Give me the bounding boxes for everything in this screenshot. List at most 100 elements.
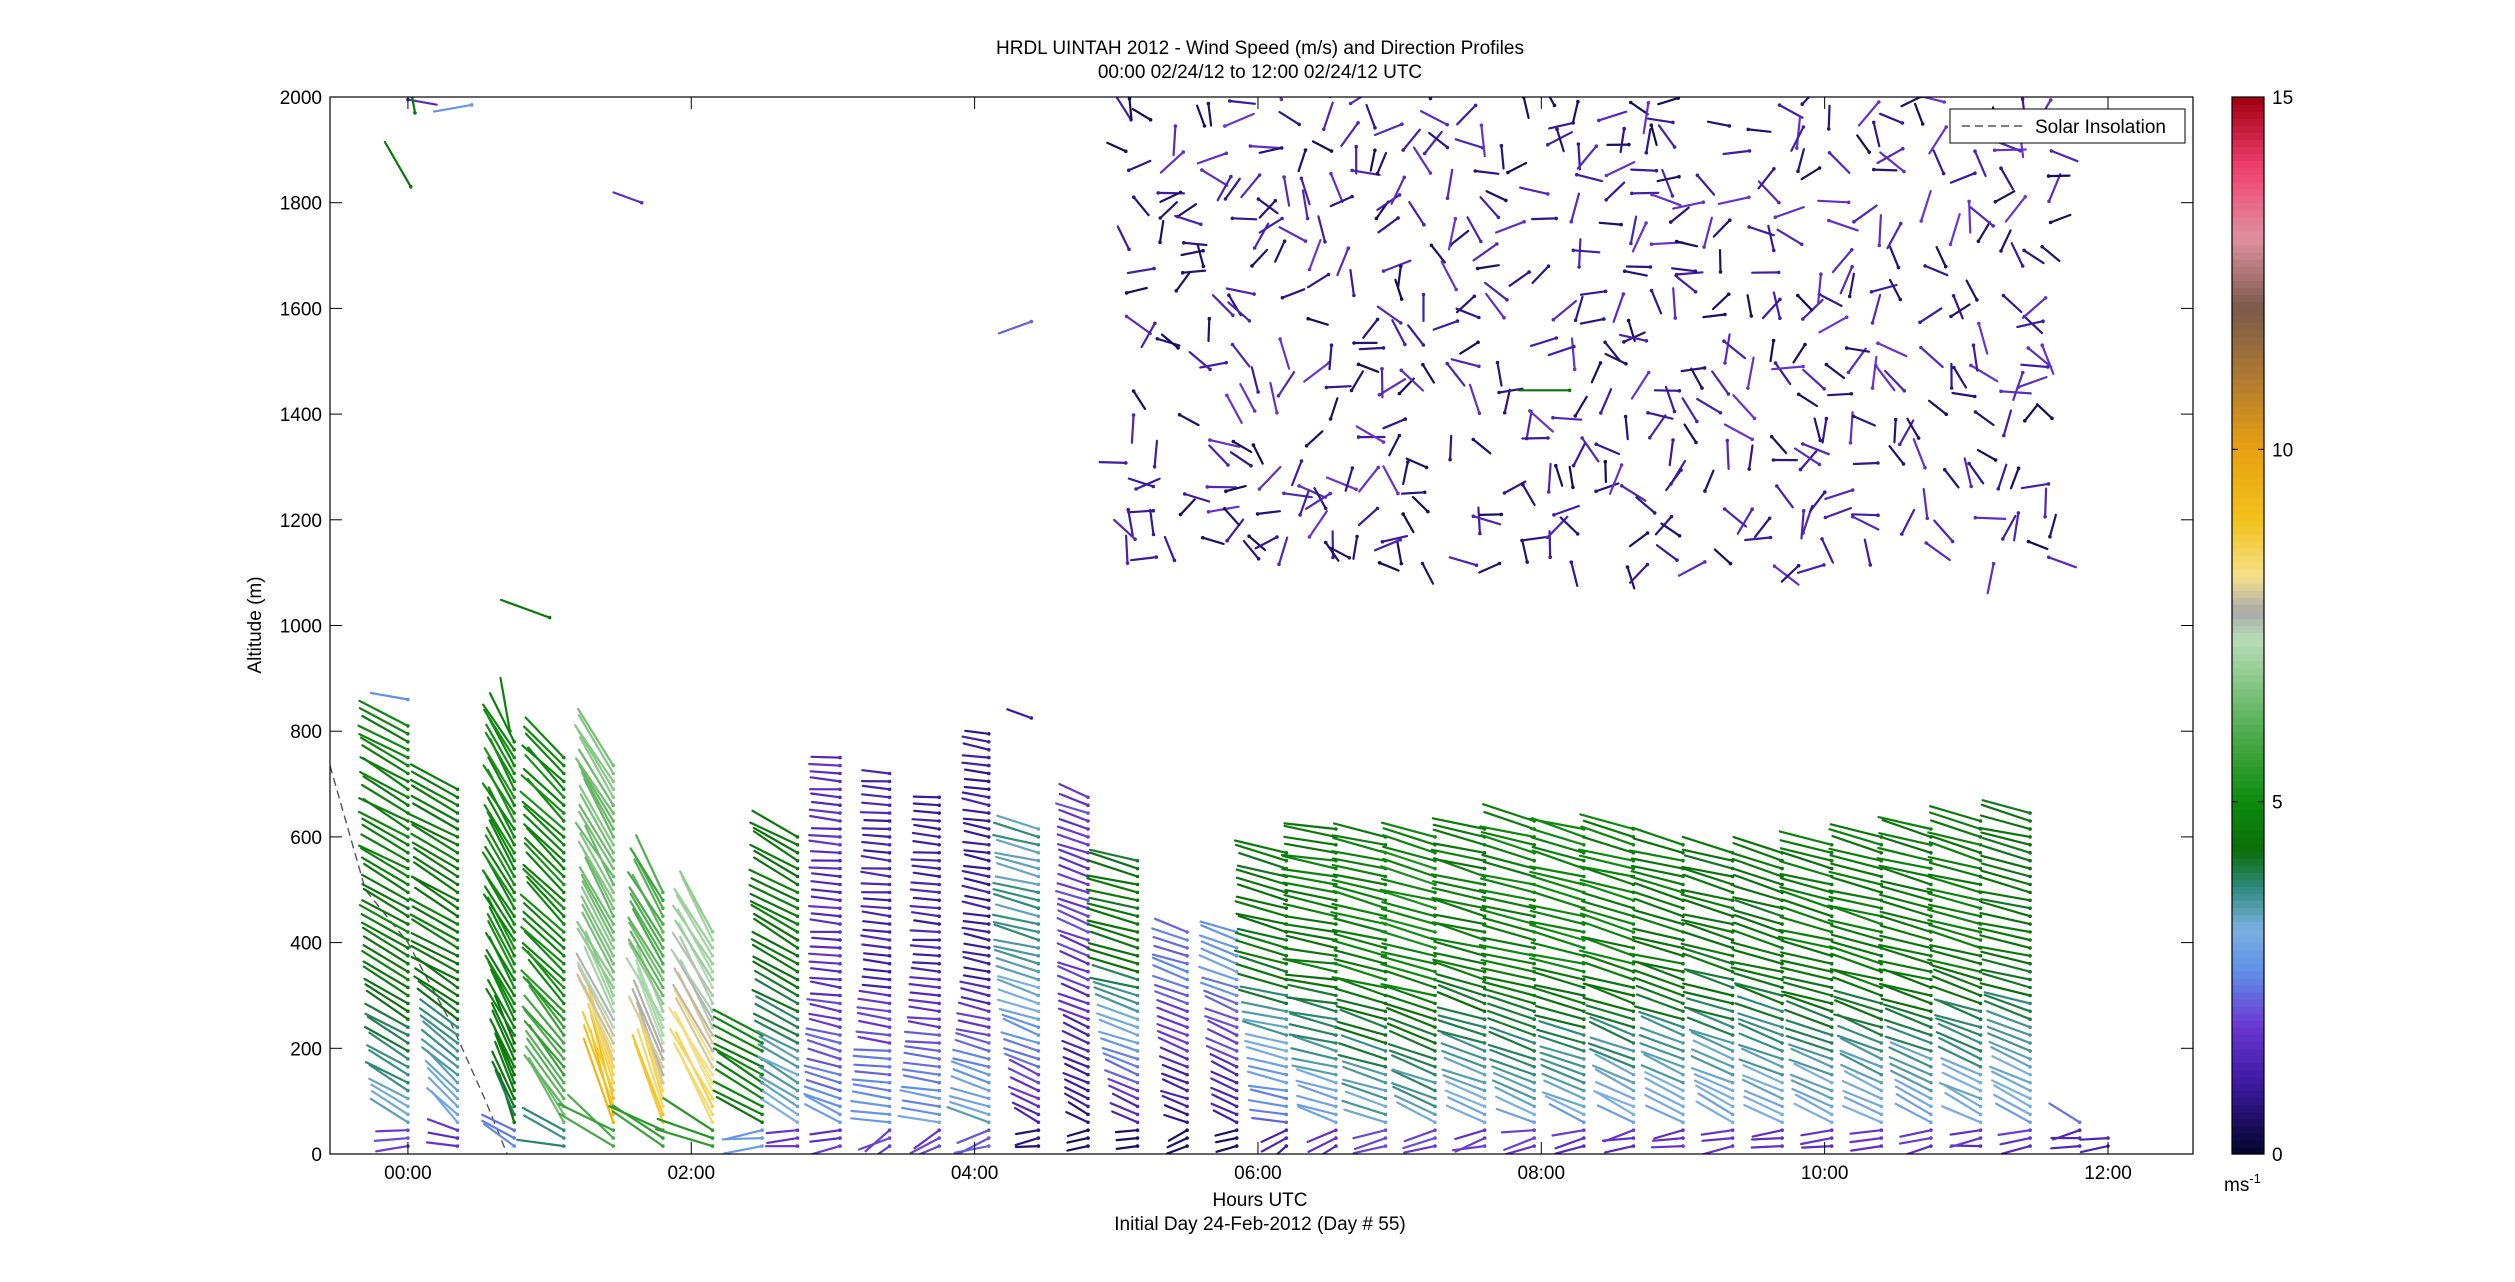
wind-vector-profile-18 — [1241, 1020, 1288, 1037]
wind-vector-profile-26-base — [1681, 1009, 1685, 1014]
colorbar-band — [2232, 1062, 2264, 1071]
wind-vector-profile-10 — [863, 849, 891, 854]
colorbar-band — [2232, 794, 2264, 803]
wind-vector-profile-12 — [955, 1028, 990, 1037]
wind-vector-profile-13-base — [1036, 961, 1041, 966]
wind-vector-upper — [1126, 267, 1156, 275]
colorbar-band — [2232, 956, 2264, 965]
wind-vector-profile-26-base — [1681, 1136, 1685, 1140]
wind-vector-upper-base — [1399, 297, 1404, 301]
wind-vector-profile-9 — [810, 880, 842, 886]
wind-vector-upper — [1965, 279, 1979, 301]
wind-vector-profile-3 — [522, 863, 565, 902]
wind-vector-profile-19 — [1297, 1105, 1338, 1124]
wind-vector-profile-19-base — [1334, 1096, 1338, 1101]
wind-vector-profile-4-base — [611, 1088, 616, 1093]
wind-vector-profile-23-base — [1532, 946, 1536, 950]
wind-vector-profile-26 — [1640, 1064, 1685, 1084]
wind-vector-profile-13 — [992, 920, 1040, 934]
wind-vector-profile-19-base — [1334, 1009, 1338, 1014]
wind-vector-profile-10 — [853, 1048, 891, 1053]
wind-vector-profile-30 — [1850, 1144, 1883, 1152]
wind-vector-profile-2-base — [512, 843, 516, 847]
wind-vector-profile-4-base — [611, 930, 616, 934]
wind-vector-profile-22 — [1432, 842, 1486, 854]
wind-vector-profile-31-base — [1929, 1041, 1933, 1045]
wind-vector-profile-0-base — [406, 946, 410, 950]
wind-vector-upper — [1888, 445, 1905, 465]
wind-vector-profile-30 — [1828, 945, 1883, 965]
colorbar-band — [2232, 590, 2264, 598]
wind-vector-upper — [1239, 383, 1256, 413]
wind-vector-profile-30-base — [1879, 1144, 1884, 1148]
wind-vector-profile-33-base — [2028, 882, 2032, 887]
wind-vector-upper-base — [1976, 239, 1981, 243]
wind-vector-profile-1 — [411, 918, 459, 950]
wind-vector-profile-3-base — [562, 1033, 566, 1037]
wind-vector-profile-3 — [524, 732, 565, 775]
colorbar-band — [2232, 188, 2264, 197]
wind-vector-profile-4-base — [611, 914, 616, 918]
wind-vector-profile-16 — [1156, 998, 1189, 1013]
wind-vector-profile-26 — [1633, 939, 1685, 957]
wind-vector-profile-25-base — [1631, 930, 1636, 934]
wind-vector-profile-13-base — [1036, 1033, 1041, 1037]
wind-vector-upper — [1211, 294, 1235, 317]
wind-vector-profile-25-base — [1631, 1136, 1636, 1140]
wind-vector-profile-32 — [1926, 958, 1982, 973]
wind-vector-profile-27 — [1693, 1079, 1734, 1100]
wind-vector-profile-12 — [955, 1032, 990, 1045]
wind-vector-profile-23 — [1478, 888, 1536, 902]
wind-vector-profile-15 — [1115, 1136, 1139, 1142]
wind-vector-profile-21-base — [1433, 890, 1437, 895]
wind-vector-profile-21 — [1387, 1043, 1437, 1061]
wind-vector-profile-25-base — [1631, 1088, 1636, 1093]
wind-vector-profile-33 — [1979, 934, 2032, 950]
wind-vector-upper — [1852, 204, 1878, 223]
wind-vector-profile-16 — [1153, 983, 1189, 997]
wind-vector-profile-3 — [523, 725, 565, 767]
wind-vector-upper-base — [1973, 149, 1977, 153]
wind-vector-profile-3 — [525, 875, 565, 918]
wind-vector-upper — [2021, 296, 2047, 319]
wind-vector-profile-27 — [1683, 931, 1734, 950]
wind-vector-upper-base — [1867, 150, 1871, 154]
wind-vector-profile-14-base — [1086, 1065, 1090, 1069]
wind-vector-profile-4-base — [611, 985, 616, 990]
wind-vector-upper — [1153, 439, 1159, 468]
wind-vector-profile-3 — [521, 946, 565, 989]
wind-vector-profile-14 — [1056, 882, 1090, 894]
wind-vector-upper — [1711, 370, 1730, 396]
wind-vector-upper-base — [1280, 216, 1284, 221]
wind-vector-profile-4 — [578, 803, 615, 862]
wind-vector-upper-base — [1207, 316, 1212, 321]
wind-vector-profile-23 — [1482, 980, 1536, 997]
wind-vector-upper-base — [1428, 171, 1433, 175]
wind-vector-upper — [1124, 534, 1129, 565]
wind-vector-profile-16 — [1151, 956, 1189, 973]
wind-vector-profile-12 — [952, 1057, 990, 1068]
wind-vector-upper — [1207, 317, 1211, 343]
wind-vector-upper — [1650, 124, 1658, 146]
wind-vector-profile-0 — [364, 983, 409, 1013]
wind-vector-profile-15-base — [1135, 938, 1140, 942]
wind-vector-profile-13 — [996, 975, 1040, 989]
wind-vector-profile-3-base — [562, 882, 566, 887]
wind-vector-profile-33-base — [2028, 843, 2032, 847]
wind-vector-profile-25 — [1585, 1004, 1635, 1021]
wind-vector-profile-33 — [1990, 1070, 2032, 1092]
wind-vector-profile-3-base — [562, 930, 566, 934]
wind-vector-profile-8-base — [795, 1017, 800, 1021]
wind-vector-profile-8-base — [795, 1112, 800, 1117]
wind-vector-profile-14-base — [1086, 819, 1090, 823]
wind-vector-profile-8-base — [795, 843, 800, 847]
wind-vector-profile-6 — [672, 983, 714, 1053]
wind-vector-upper-base — [1944, 412, 1948, 417]
y-tick-label: 1400 — [280, 405, 322, 426]
wind-vector-profile-9-base — [838, 1136, 842, 1140]
colorbar-band — [2232, 836, 2264, 845]
wind-vector-profile-20 — [1332, 836, 1387, 854]
wind-vector-profile-28-base — [1780, 1104, 1784, 1109]
wind-vector-profile-21-base — [1433, 1025, 1437, 1029]
wind-vector-upper-base — [1846, 200, 1851, 205]
